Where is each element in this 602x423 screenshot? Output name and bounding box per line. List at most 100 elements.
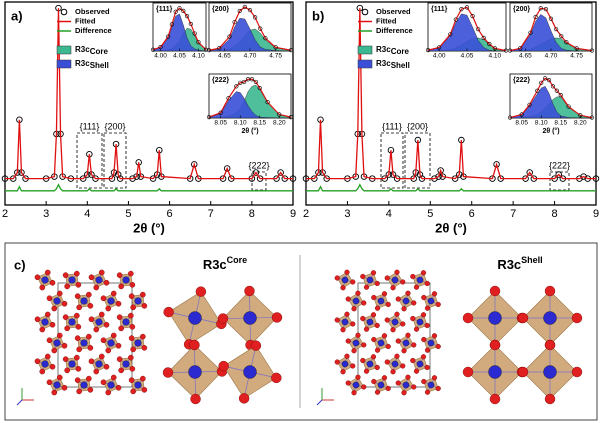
oxygen-atom (363, 368, 370, 374)
x-tick-label: 9 (290, 208, 296, 220)
b-site-atom (68, 276, 76, 284)
oxygen-atom (394, 311, 400, 317)
oxygen-atom (384, 317, 390, 323)
oxygen-atom (74, 335, 81, 341)
oxygen-atom (345, 380, 351, 386)
oxygen-atom (100, 337, 107, 344)
oxygen-atom (88, 316, 95, 323)
b-site-atom (134, 297, 142, 305)
b-site-atom (80, 297, 88, 305)
oxygen-atom (371, 294, 377, 301)
oxygen-atom (103, 363, 110, 370)
oxygen-atom (385, 343, 391, 350)
oxygen-atom (384, 359, 390, 365)
x-tick-label: 4.00 (154, 53, 167, 60)
oxygen-atom (116, 314, 123, 320)
oxygen-atom (411, 384, 417, 390)
b-site-atom (543, 311, 557, 325)
legend-name: R3c (75, 59, 90, 68)
b-site-atom (427, 381, 435, 389)
oxygen-atom (93, 368, 100, 375)
oxygen-atom (39, 326, 46, 333)
observed-point (518, 46, 523, 51)
oxygen-atom (390, 369, 396, 375)
observed-point (253, 15, 258, 20)
oxygen-atom (98, 311, 105, 318)
observed-point (448, 32, 453, 37)
oxygen-atom (86, 375, 92, 382)
oxygen-atom (51, 389, 58, 396)
plot-frame (4, 1, 294, 206)
legend-name: R3c (75, 45, 90, 54)
oxygen-atom (435, 385, 441, 392)
b-site-atom (377, 297, 385, 305)
observed-point (218, 110, 223, 115)
x-tick-label: 4.00 (433, 53, 446, 60)
title-sup: Shell (521, 255, 543, 265)
oxygen-atom (413, 368, 420, 374)
b-site-atom (122, 360, 130, 368)
observed-point (487, 41, 492, 47)
x-tick-label: 8 (552, 208, 558, 220)
observed-point (507, 48, 513, 53)
b-site-atom (53, 297, 61, 305)
b-site-atom (416, 360, 424, 368)
oxygen-atom (431, 291, 438, 297)
oxygen-atom (489, 285, 501, 297)
oxygen-atom (334, 317, 340, 323)
oxygen-atom (218, 360, 229, 372)
oxygen-atom (401, 306, 407, 312)
oxygen-atom (141, 345, 148, 351)
oxygen-atom (128, 312, 134, 319)
oxygen-atom (74, 293, 81, 299)
oxygen-atom (344, 311, 350, 317)
oxygen-atom (371, 336, 377, 343)
oxygen-atom (405, 290, 411, 296)
oxygen-atom (351, 306, 357, 312)
observed-point (258, 26, 263, 31)
oxygen-atom (64, 283, 70, 290)
observed-point (548, 16, 554, 21)
observed-point (470, 13, 475, 19)
legend-label: Fitted (75, 16, 96, 25)
observed-point (464, 5, 470, 10)
x-tick-label: 8.15 (253, 120, 266, 127)
region-box (549, 171, 570, 191)
oxygen-atom (103, 279, 110, 286)
oxygen-atom (56, 290, 63, 297)
oxygen-atom (381, 375, 388, 381)
oxygen-atom (361, 342, 367, 348)
oxygen-atom (105, 347, 112, 354)
b-site-atom (134, 339, 142, 347)
title-name: R3c (497, 257, 521, 272)
observed-point (169, 22, 175, 27)
panel-label: c) (14, 257, 26, 272)
oxygen-atom (56, 332, 63, 339)
oxygen-atom (345, 296, 351, 302)
x-tick-label: 9 (593, 208, 599, 220)
b-site-atom (53, 381, 61, 389)
panel-label: a) (11, 8, 23, 23)
observed-point (546, 78, 552, 83)
oxygen-atom (361, 300, 367, 306)
oxygen-atom (189, 339, 200, 351)
oxygen-atom (351, 390, 357, 396)
observed-point (555, 171, 562, 178)
observed-point (507, 115, 513, 120)
oxygen-atom (88, 358, 95, 365)
oxygen-atom (374, 322, 380, 329)
observed-point (247, 8, 253, 13)
oxygen-atom (435, 301, 441, 308)
oxygen-atom (87, 303, 94, 309)
panel-c-frame (4, 242, 598, 421)
oxygen-atom (140, 333, 146, 340)
observed-point (543, 7, 548, 12)
oxygen-atom (400, 363, 406, 369)
oxygen-atom (128, 293, 135, 299)
b-site-atom (488, 365, 502, 379)
oxygen-atom (374, 364, 380, 371)
inset-title: {111} (156, 6, 173, 13)
observed-point (539, 80, 544, 85)
b-site-atom (243, 311, 257, 325)
observed-point (252, 169, 260, 176)
